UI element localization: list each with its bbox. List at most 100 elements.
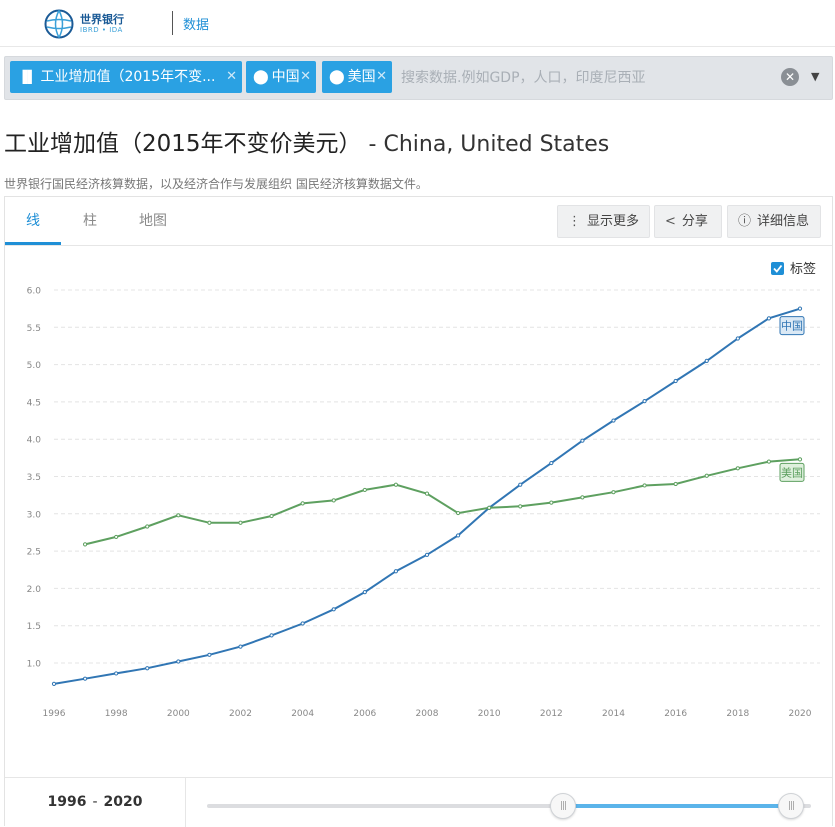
data-point bbox=[797, 457, 803, 462]
range-start-handle[interactable]: ||| bbox=[550, 793, 576, 819]
country-chip-china[interactable]: ⬤ 中国 ✕ bbox=[246, 61, 316, 93]
range-track[interactable] bbox=[207, 804, 811, 808]
data-point bbox=[673, 378, 678, 384]
tab-map[interactable]: 地图 bbox=[139, 213, 167, 229]
range-end: 2020 bbox=[103, 794, 143, 810]
labels-toggle-label: 标签 bbox=[790, 261, 816, 277]
x-tick-label: 2010 bbox=[478, 709, 501, 719]
world-bank-logo-icon[interactable] bbox=[44, 9, 74, 39]
x-tick-label: 2006 bbox=[353, 709, 376, 719]
show-more-label: 显示更多 bbox=[587, 214, 640, 229]
y-tick-label: 6.0 bbox=[27, 287, 42, 297]
data-point bbox=[362, 487, 367, 493]
range-selection bbox=[561, 804, 791, 808]
line-chart: 1.0 1.5 2.0 2.5 3.0 3.5 4.0 4.5 5.0 5.5 6.0 1996 199… bbox=[27, 261, 820, 719]
data-point bbox=[518, 482, 523, 487]
range-start: 1996 bbox=[47, 794, 87, 810]
data-point bbox=[549, 460, 554, 466]
series-end-label: 美国 bbox=[781, 466, 803, 479]
data-point bbox=[331, 498, 336, 503]
data-point bbox=[145, 666, 150, 671]
indicator-chip-label: 工业增加值（2015年不变... bbox=[40, 69, 216, 85]
x-tick-label: 2018 bbox=[726, 709, 749, 719]
data-point bbox=[51, 681, 57, 686]
data-point bbox=[269, 633, 274, 638]
remove-usa-icon[interactable]: ✕ bbox=[376, 69, 387, 84]
data-point bbox=[145, 524, 150, 529]
series-end-label-box bbox=[779, 316, 805, 336]
x-tick-label: 2014 bbox=[602, 709, 625, 719]
page-subtitle: 世界银行国民经济核算数据，以及经济合作与发展组织 国民经济核算数据文件。 bbox=[4, 177, 428, 191]
range-footer: 1996-2020 ||| ||| bbox=[5, 777, 832, 827]
data-point bbox=[735, 466, 740, 471]
caret-down-icon[interactable]: ▼ bbox=[811, 70, 820, 83]
share-button[interactable]: < 分享 bbox=[654, 205, 722, 238]
series-end-label-box bbox=[779, 462, 805, 482]
data-point bbox=[487, 505, 492, 510]
location-pin-icon: ⬤ bbox=[329, 69, 345, 85]
y-tick-label: 1.5 bbox=[27, 622, 41, 632]
share-icon: < bbox=[665, 214, 676, 229]
data-point bbox=[331, 607, 336, 612]
data-point bbox=[518, 504, 523, 509]
nav-data-link[interactable]: 数据 bbox=[183, 18, 210, 33]
bar-chart-icon: ▐▌ bbox=[18, 70, 37, 84]
data-point bbox=[642, 483, 647, 488]
checkmark-icon bbox=[773, 264, 783, 273]
data-point bbox=[114, 671, 119, 676]
logo-name[interactable]: 世界银行 bbox=[80, 13, 124, 26]
y-tick-label: 4.0 bbox=[27, 436, 42, 446]
data-point bbox=[300, 501, 305, 506]
data-point bbox=[114, 534, 119, 540]
country-chip-usa[interactable]: ⬤ 美国 ✕ bbox=[322, 61, 392, 93]
data-point bbox=[455, 533, 461, 538]
series-line-usa bbox=[84, 458, 801, 546]
series-end-label: 中国 bbox=[781, 320, 803, 333]
show-more-button[interactable]: ⋮ 显示更多 bbox=[557, 205, 650, 238]
x-tick-label: 1996 bbox=[43, 709, 66, 719]
header-divider bbox=[172, 11, 173, 35]
data-point bbox=[393, 569, 399, 574]
range-end-handle[interactable]: ||| bbox=[778, 793, 804, 819]
page-title: 工业增加值（2015年不变价美元） - China, United States bbox=[4, 124, 609, 158]
x-tick-label: 2012 bbox=[540, 709, 563, 719]
indicator-chip[interactable]: ▐▌ 工业增加值（2015年不变... ✕ bbox=[10, 61, 242, 93]
data-point bbox=[424, 552, 430, 557]
tab-line[interactable]: 线 bbox=[26, 213, 40, 229]
details-button[interactable]: ⓘ 详细信息 bbox=[727, 205, 821, 238]
y-tick-label: 3.0 bbox=[27, 510, 42, 520]
data-point bbox=[393, 482, 399, 487]
data-point bbox=[580, 495, 585, 500]
data-point bbox=[704, 358, 709, 363]
active-tab-indicator bbox=[5, 242, 61, 245]
labels-checkbox[interactable] bbox=[771, 262, 784, 275]
chart-panel: 线 柱 地图 ⋮ 显示更多 < 分享 ⓘ 详细信息 1.0 1.5 2.0 2.5 3.0 3.… bbox=[4, 196, 833, 827]
x-tick-label: 2008 bbox=[416, 709, 439, 719]
clear-icon[interactable]: ✕ bbox=[781, 68, 799, 86]
data-point bbox=[455, 510, 461, 516]
top-bar: 世界银行 IBRD • IDA 数据 bbox=[0, 0, 835, 47]
country-chip-label: 美国 bbox=[347, 69, 376, 85]
x-tick-label: 2016 bbox=[664, 709, 687, 719]
data-point bbox=[362, 590, 367, 595]
remove-indicator-icon[interactable]: ✕ bbox=[226, 69, 237, 84]
chart-area: 1.0 1.5 2.0 2.5 3.0 3.5 4.0 4.5 5.0 5.5 6.0 1996 199… bbox=[5, 246, 832, 777]
data-point bbox=[611, 490, 616, 495]
data-point bbox=[82, 676, 88, 681]
search-input[interactable]: 搜索数据.例如GDP，人口，印度尼西亚 bbox=[401, 70, 646, 86]
data-point bbox=[207, 652, 212, 657]
year-range-label: 1996-2020 bbox=[5, 778, 186, 827]
data-point bbox=[269, 513, 274, 519]
data-point bbox=[797, 306, 803, 311]
data-point bbox=[207, 520, 212, 525]
data-point bbox=[549, 500, 554, 505]
y-tick-label: 3.5 bbox=[27, 473, 41, 483]
logo-subtitle: IBRD • IDA bbox=[80, 26, 123, 34]
chart-tabs: 线 柱 地图 ⋮ 显示更多 < 分享 ⓘ 详细信息 bbox=[5, 197, 832, 246]
data-point bbox=[238, 644, 243, 649]
remove-china-icon[interactable]: ✕ bbox=[300, 69, 311, 84]
tab-bar[interactable]: 柱 bbox=[83, 213, 97, 229]
data-point bbox=[238, 520, 243, 525]
data-point bbox=[300, 621, 305, 626]
data-point bbox=[580, 438, 585, 443]
